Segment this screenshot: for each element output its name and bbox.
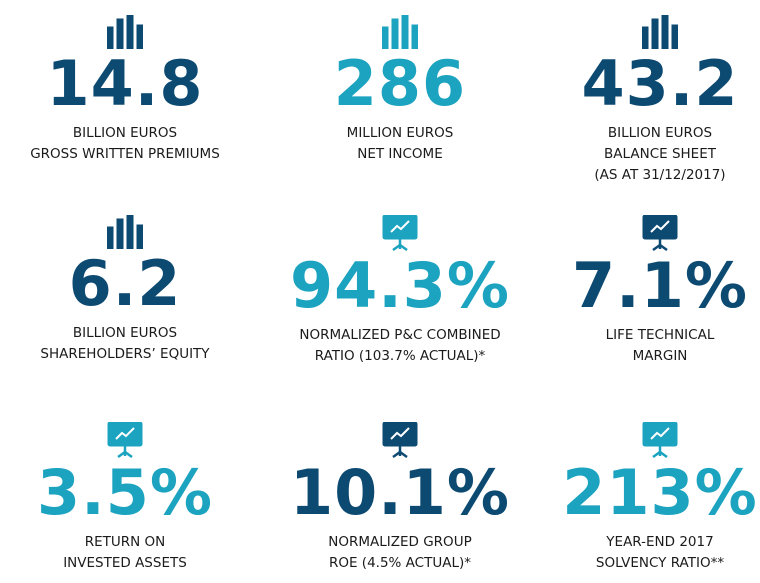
label-line: SHAREHOLDERS’ EQUITY [40, 346, 210, 362]
metric-tile: 14.8 BILLION EUROS GROSS WRITTEN PREMIUMS [0, 15, 255, 165]
metric-tile: 10.1% NORMALIZED GROUP ROE (4.5% ACTUAL)* [270, 422, 530, 574]
bar-icon [642, 15, 678, 49]
metric-label: BILLION EUROS SHAREHOLDERS’ EQUITY [0, 323, 255, 365]
metric-tile: 6.2 BILLION EUROS SHAREHOLDERS’ EQUITY [0, 215, 255, 365]
metric-value: 7.1% [572, 249, 748, 322]
metric-label: RETURN ON INVESTED ASSETS [0, 532, 255, 574]
label-line: RATIO (103.7% ACTUAL)* [314, 348, 486, 364]
metric-tile: 3.5% RETURN ON INVESTED ASSETS [0, 422, 255, 574]
metric-value: 6.2 [68, 247, 182, 320]
metric-tile: 213% YEAR-END 2017 SOLVENCY RATIO** [530, 422, 760, 574]
bar-icon [382, 15, 418, 49]
bar-icon [107, 15, 143, 49]
label-line: BILLION EUROS [72, 125, 178, 141]
label-line: MILLION EUROS [346, 125, 454, 141]
metric-tile: 7.1% LIFE TECHNICAL MARGIN [530, 215, 760, 367]
metric-label: BILLION EUROS GROSS WRITTEN PREMIUMS [0, 123, 255, 165]
metric-value: 213% [562, 456, 758, 529]
metric-value: 14.8 [46, 47, 204, 120]
metric-tile: 43.2 BILLION EUROS BALANCE SHEET (AS AT 31/… [530, 15, 760, 186]
label-line: BALANCE SHEET [604, 146, 716, 162]
bar-icon [107, 215, 143, 249]
label-line: NORMALIZED P&C COMBINED [299, 327, 501, 343]
metric-label: LIFE TECHNICAL MARGIN [530, 325, 760, 367]
board-icon [107, 422, 143, 458]
metric-label: NORMALIZED GROUP ROE (4.5% ACTUAL)* [270, 532, 530, 574]
board-icon [642, 422, 678, 458]
metric-tile: 286 MILLION EUROS NET INCOME [270, 15, 530, 165]
metric-value: 94.3% [289, 249, 511, 322]
label-line: BILLION EUROS [607, 125, 713, 141]
metric-tile: 94.3% NORMALIZED P&C COMBINED RATIO (103.7… [270, 215, 530, 367]
label-line: ROE (4.5% ACTUAL)* [328, 555, 471, 571]
metric-value: 10.1% [289, 456, 511, 529]
metric-value: 43.2 [581, 47, 739, 120]
metric-value: 3.5% [37, 456, 213, 529]
label-line: LIFE TECHNICAL [605, 327, 715, 343]
label-line: GROSS WRITTEN PREMIUMS [30, 146, 220, 162]
label-line: NORMALIZED GROUP [328, 534, 472, 550]
label-line: INVESTED ASSETS [63, 555, 187, 571]
metric-label: NORMALIZED P&C COMBINED RATIO (103.7% ACT… [270, 325, 530, 367]
metric-label: BILLION EUROS BALANCE SHEET (AS AT 31/12/2… [530, 123, 760, 186]
metric-label: MILLION EUROS NET INCOME [270, 123, 530, 165]
board-icon [642, 215, 678, 251]
metric-value: 286 [333, 47, 467, 120]
label-line: BILLION EUROS [72, 325, 178, 341]
metric-label: YEAR-END 2017 SOLVENCY RATIO** [530, 532, 760, 574]
board-icon [382, 422, 418, 458]
label-line: (AS AT 31/12/2017) [594, 167, 726, 183]
label-line: YEAR-END 2017 [606, 534, 714, 550]
board-icon [382, 215, 418, 251]
label-line: MARGIN [632, 348, 688, 364]
label-line: SOLVENCY RATIO** [595, 555, 725, 571]
label-line: NET INCOME [357, 146, 443, 162]
label-line: RETURN ON [84, 534, 166, 550]
